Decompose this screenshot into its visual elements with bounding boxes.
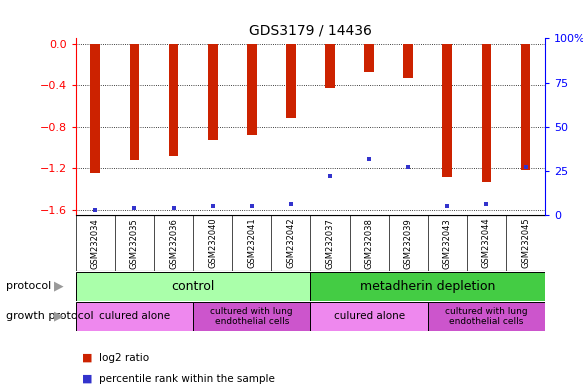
Text: GSM232044: GSM232044	[482, 218, 491, 268]
Text: growth protocol: growth protocol	[6, 311, 93, 321]
Text: cultured with lung
endothelial cells: cultured with lung endothelial cells	[210, 306, 293, 326]
Text: GSM232038: GSM232038	[364, 218, 374, 269]
Text: GSM232045: GSM232045	[521, 218, 530, 268]
Title: GDS3179 / 14436: GDS3179 / 14436	[249, 23, 372, 37]
Bar	[442, 44, 452, 177]
FancyBboxPatch shape	[76, 302, 193, 331]
Text: cultured with lung
endothelial cells: cultured with lung endothelial cells	[445, 306, 528, 326]
Bar	[403, 44, 413, 78]
Bar	[168, 44, 178, 156]
Bar	[286, 44, 296, 118]
Text: GSM232035: GSM232035	[130, 218, 139, 268]
Text: percentile rank within the sample: percentile rank within the sample	[99, 374, 275, 384]
FancyBboxPatch shape	[310, 302, 428, 331]
Text: GSM232034: GSM232034	[91, 218, 100, 268]
Text: metadherin depletion: metadherin depletion	[360, 280, 496, 293]
Text: ■: ■	[82, 353, 92, 362]
Text: log2 ratio: log2 ratio	[99, 353, 149, 362]
FancyBboxPatch shape	[193, 302, 310, 331]
Text: ▶: ▶	[54, 310, 63, 323]
Text: GSM232040: GSM232040	[208, 218, 217, 268]
Bar	[90, 44, 100, 174]
FancyBboxPatch shape	[76, 272, 310, 301]
Text: GSM232036: GSM232036	[169, 218, 178, 269]
Text: GSM232043: GSM232043	[443, 218, 452, 268]
Text: GSM232039: GSM232039	[403, 218, 413, 268]
Text: ■: ■	[82, 374, 92, 384]
Bar	[364, 44, 374, 72]
Bar	[129, 44, 139, 160]
Text: GSM232042: GSM232042	[286, 218, 296, 268]
FancyBboxPatch shape	[310, 272, 545, 301]
Text: ▶: ▶	[54, 280, 63, 293]
Text: protocol: protocol	[6, 281, 51, 291]
FancyBboxPatch shape	[428, 302, 545, 331]
Text: GSM232041: GSM232041	[247, 218, 257, 268]
Bar	[247, 44, 257, 135]
Text: culured alone: culured alone	[99, 311, 170, 321]
Text: control: control	[171, 280, 215, 293]
Bar	[521, 44, 531, 170]
Text: GSM232037: GSM232037	[325, 218, 335, 269]
Bar	[208, 44, 217, 140]
Text: culured alone: culured alone	[333, 311, 405, 321]
Bar	[325, 44, 335, 88]
Bar	[482, 44, 491, 182]
